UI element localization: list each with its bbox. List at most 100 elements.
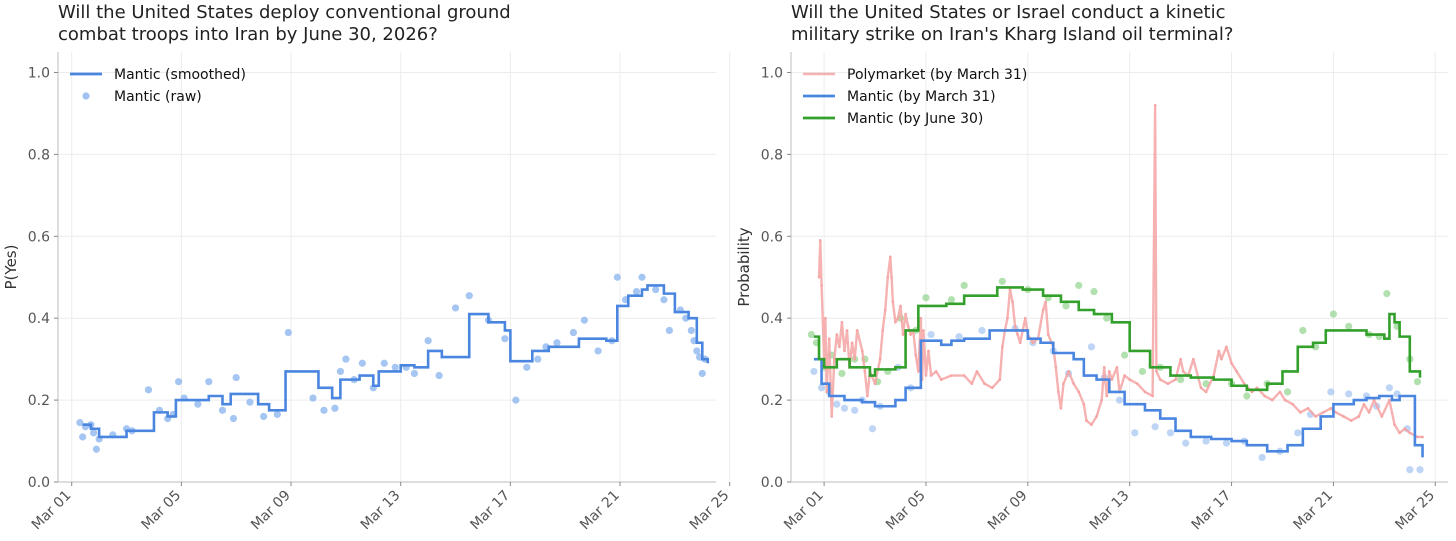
chart-kharg-polymarket-by-march-31-point-27 xyxy=(889,255,892,259)
chart-kharg-polymarket-by-march-31-point-26 xyxy=(886,275,890,279)
chart-troops-mantic-raw-point-28 xyxy=(336,367,344,376)
chart-kharg-raw-points-3-point-5 xyxy=(851,406,859,414)
chart-kharg-legend-label-mantic-by-march-31: Mantic (by March 31) xyxy=(847,89,996,105)
chart-kharg-polymarket-by-march-31-point-19 xyxy=(863,370,867,373)
chart-kharg-legend-item-polymarket-by-march-31: Polymarket (by March 31) xyxy=(803,67,1027,83)
chart-troops-mantic-raw-point-47 xyxy=(553,339,561,347)
chart-kharg-polymarket-by-march-31-point-9 xyxy=(835,333,839,336)
chart-kharg-raw-points-4-point-13 xyxy=(960,281,968,290)
chart-kharg-polymarket-by-march-31-point-44 xyxy=(927,349,930,353)
chart-kharg-polymarket-by-march-31-point-53 xyxy=(990,386,994,390)
chart-kharg-polymarket-by-march-31-point-98 xyxy=(1166,382,1170,386)
chart-kharg-polymarket-by-march-31-point-69 xyxy=(1044,300,1047,304)
chart-kharg-polymarket-by-march-31-point-87 xyxy=(1110,378,1114,381)
chart-kharg-polymarket-by-march-31-point-97 xyxy=(1158,378,1162,381)
chart-troops-mantic-raw-point-17 xyxy=(205,378,213,386)
chart-kharg-polymarket-by-march-31-point-5 xyxy=(825,390,828,394)
chart-kharg-raw-points-3-point-13 xyxy=(978,326,986,335)
chart-kharg-raw-points-4-point-36 xyxy=(1383,290,1391,298)
chart-troops-series xyxy=(76,273,710,453)
chart-kharg-raw-points-3-point-23 xyxy=(1166,429,1175,437)
chart-kharg-y-axis-label: Probability xyxy=(735,227,753,306)
chart-troops-legend: Mantic (smoothed) Mantic (raw) xyxy=(70,67,246,105)
chart-troops-mantic-raw-point-54 xyxy=(632,287,641,296)
chart-troops-mantic-raw-point-49 xyxy=(580,316,589,324)
chart-kharg-polymarket-by-march-31-point-99 xyxy=(1174,378,1177,381)
chart-troops-mantic-raw-point-0 xyxy=(76,419,84,427)
chart-kharg-polymarket-by-march-31-point-64 xyxy=(1023,316,1027,320)
chart-kharg-polymarket-by-march-31-point-108 xyxy=(1220,357,1223,361)
chart-kharg-x-tick-label-2: Mar 09 xyxy=(985,488,1031,534)
chart-troops-y-tick-label-3: 0.6 xyxy=(28,229,50,245)
chart-troops-mantic-raw-point-58 xyxy=(665,326,673,335)
chart-troops-mantic-raw-point-26 xyxy=(320,406,328,414)
chart-troops-series-mantic-smoothed xyxy=(82,284,710,439)
chart-kharg-polymarket-by-march-31-point-16 xyxy=(853,357,856,361)
chart-troops-title-line-2: combat troops into Iran by June 30, 2026… xyxy=(58,24,438,45)
chart-kharg-raw-points-4-point-17 xyxy=(1062,302,1070,310)
chart-troops-y-ticks: 0.0 0.2 0.4 0.6 0.8 1.0 xyxy=(28,65,58,491)
chart-kharg-mantic-by-march-31-line xyxy=(813,329,1424,458)
chart-kharg-polymarket-by-march-31-point-93 xyxy=(1143,390,1147,394)
chart-troops-spines xyxy=(57,52,716,483)
chart-kharg-polymarket-by-march-31-point-15 xyxy=(850,341,854,345)
chart-troops-legend-item-mantic-raw: Mantic (raw) xyxy=(82,89,202,105)
chart-troops-mantic-raw-point-33 xyxy=(380,359,388,367)
chart-troops-title-line-1: Will the United States deploy convention… xyxy=(58,2,511,23)
chart-troops-mantic-raw-point-43 xyxy=(512,396,520,404)
chart-kharg-raw-points-4-point-12 xyxy=(947,296,956,304)
chart-kharg-polymarket-by-march-31-point-138 xyxy=(1416,435,1419,439)
chart-troops-mantic-raw-point-36 xyxy=(410,369,419,378)
chart-kharg-polymarket-by-march-31-point-66 xyxy=(1031,341,1035,345)
chart-kharg-polymarket-by-march-31-point-113 xyxy=(1250,390,1254,394)
chart-troops-x-tick-label-1: Mar 05 xyxy=(138,488,184,534)
chart-troops-grid xyxy=(58,52,731,483)
chart-troops-x-tick-label-5: Mar 21 xyxy=(577,488,623,534)
chart-kharg-polymarket-by-march-31-point-62 xyxy=(1018,341,1022,345)
chart-kharg-polymarket-by-march-31-point-129 xyxy=(1362,402,1366,406)
chart-troops-mantic-raw-point-39 xyxy=(451,304,460,312)
chart-troops-mantic-raw-point-23 xyxy=(273,410,281,419)
chart-kharg-raw-points-3-point-21 xyxy=(1131,429,1139,437)
chart-troops-mantic-raw-point-18 xyxy=(218,406,227,414)
chart-kharg-polymarket-by-march-31-point-121 xyxy=(1306,406,1310,410)
chart-troops-mantic-raw-point-45 xyxy=(534,355,542,363)
chart-kharg-x-tick-label-6: Mar 25 xyxy=(1392,488,1438,534)
chart-kharg-polymarket-by-march-31-point-45 xyxy=(929,374,933,377)
chart-kharg-polymarket-by-march-31-point-50 xyxy=(970,382,974,386)
chart-kharg-polymarket-by-march-31-point-6 xyxy=(827,337,831,340)
chart-kharg: Will the United States or Israel conduct… xyxy=(735,2,1448,533)
chart-kharg-polymarket-by-march-31-point-111 xyxy=(1235,370,1238,373)
chart-troops-legend-label-mantic-smoothed: Mantic (smoothed) xyxy=(114,67,246,83)
chart-kharg-raw-points-3-point-25 xyxy=(1202,437,1210,445)
chart-kharg-polymarket-by-march-31-point-60 xyxy=(1013,325,1017,328)
chart-kharg-raw-points-4-point-0 xyxy=(807,330,815,339)
chart-kharg-polymarket-by-march-31-point-96 xyxy=(1155,370,1158,373)
chart-kharg-raw-points-3-point-36 xyxy=(1385,384,1394,392)
chart-kharg-polymarket-by-march-31-point-117 xyxy=(1278,390,1282,394)
chart-kharg-polymarket-by-march-31-point-116 xyxy=(1270,398,1274,402)
chart-kharg-polymarket-by-march-31-point-12 xyxy=(843,349,846,353)
chart-kharg-polymarket-by-march-31-point-139 xyxy=(1421,435,1424,439)
chart-troops-y-tick-label-4: 0.8 xyxy=(28,147,50,163)
chart-kharg-polymarket-by-march-31-point-123 xyxy=(1321,411,1325,414)
chart-troops-x-tick-label-4: Mar 17 xyxy=(467,488,513,534)
chart-troops-mantic-raw-point-16 xyxy=(194,400,202,408)
chart-kharg-y-tick-label-2: 0.4 xyxy=(761,311,783,327)
chart-troops-mantic-raw-point-48 xyxy=(569,328,578,337)
chart-kharg-raw-points-4-point-27 xyxy=(1243,392,1251,400)
chart-kharg-raw-points-3-point-0 xyxy=(810,367,818,376)
chart-kharg-polymarket-by-march-31-point-95 xyxy=(1153,103,1157,107)
chart-kharg-polymarket-by-march-31-point-94 xyxy=(1151,394,1154,398)
chart-kharg-polymarket-by-march-31-point-80 xyxy=(1085,419,1088,422)
chart-troops-legend-label-mantic-raw: Mantic (raw) xyxy=(114,89,202,105)
chart-kharg-raw-points-4-point-14 xyxy=(998,277,1006,285)
chart-troops-mantic-raw-point-37 xyxy=(424,337,432,345)
chart-kharg-polymarket-by-march-31-point-24 xyxy=(881,329,884,332)
chart-kharg-y-tick-label-1: 0.2 xyxy=(761,393,783,409)
chart-kharg-polymarket-by-march-31-point-42 xyxy=(922,329,925,332)
chart-troops-mantic-raw-point-21 xyxy=(246,398,254,406)
chart-kharg-raw-points-3-point-22 xyxy=(1151,423,1159,431)
chart-kharg-raw-points-4-point-18 xyxy=(1075,281,1083,290)
